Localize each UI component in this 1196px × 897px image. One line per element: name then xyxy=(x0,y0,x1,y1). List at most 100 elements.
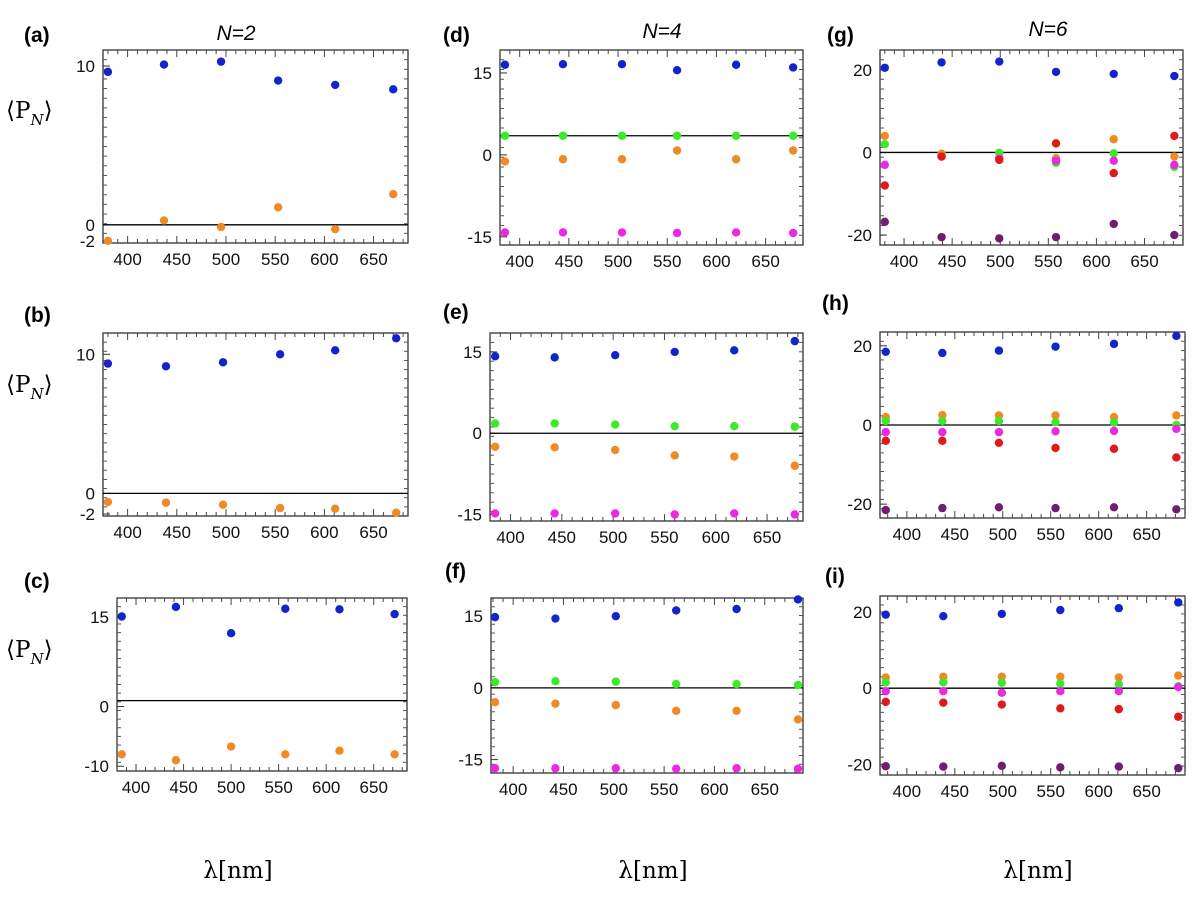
data-point-blue xyxy=(159,60,169,69)
x-tick-label: 500 xyxy=(212,523,240,542)
data-point-orange xyxy=(330,504,340,513)
data-point-orange xyxy=(216,222,226,232)
data-point-magenta xyxy=(551,764,560,773)
data-point-red xyxy=(1051,443,1060,453)
y-tick-label: 20 xyxy=(853,61,872,80)
data-point-red xyxy=(938,436,947,446)
y-tick-label: 0 xyxy=(863,143,872,162)
series-blue xyxy=(881,331,1181,358)
data-point-magenta xyxy=(611,509,620,518)
data-point-blue xyxy=(731,60,741,69)
data-point-purple xyxy=(1109,503,1119,512)
data-point-blue xyxy=(103,67,113,77)
data-point-green xyxy=(793,680,803,690)
x-tick-label: 600 xyxy=(702,252,730,271)
data-point-blue xyxy=(730,346,739,355)
x-tick-label: 400 xyxy=(890,252,918,271)
data-point-purple xyxy=(994,503,1004,512)
data-point-orange xyxy=(161,498,171,507)
data-point-magenta xyxy=(1109,426,1119,436)
y-tick-label: -2 xyxy=(80,232,95,251)
data-point-blue xyxy=(995,57,1004,66)
y-tick-label: 15 xyxy=(464,607,483,626)
x-tick-label: 400 xyxy=(893,525,921,544)
y-tick-label: 15 xyxy=(463,343,482,362)
data-point-red xyxy=(881,697,890,707)
plot-frame xyxy=(116,597,408,772)
x-tick-label: 400 xyxy=(893,782,921,801)
data-point-orange xyxy=(389,190,398,199)
data-point-orange xyxy=(880,131,890,141)
data-point-magenta xyxy=(997,688,1007,697)
x-tick-label: 600 xyxy=(700,780,728,799)
data-point-blue xyxy=(732,604,741,614)
data-point-blue xyxy=(390,609,399,619)
data-point-blue xyxy=(1172,331,1181,341)
series-blue xyxy=(881,598,1183,621)
data-point-blue xyxy=(1114,603,1124,613)
panel-c: (c) 400 450 500 550 600 650 15 0 -10 xyxy=(24,570,408,797)
x-tick-label: 500 xyxy=(989,525,1017,544)
data-point-magenta xyxy=(500,228,510,237)
data-point-blue xyxy=(103,359,113,368)
plot-frame xyxy=(102,332,409,517)
y-axis-title-row3: ⟨PN⟩ xyxy=(6,637,53,668)
x-tick-label: 650 xyxy=(751,252,779,271)
data-point-blue xyxy=(171,602,181,612)
svg-text:⟨PN⟩: ⟨PN⟩ xyxy=(6,372,53,403)
data-point-purple xyxy=(1172,505,1181,514)
data-point-magenta xyxy=(490,764,500,773)
data-point-blue xyxy=(500,60,510,69)
data-point-orange xyxy=(732,706,741,716)
series-orange xyxy=(103,497,401,517)
data-point-magenta xyxy=(1056,687,1065,696)
data-point-magenta xyxy=(1174,682,1183,692)
data-point-magenta xyxy=(490,509,500,518)
x-tick-label: 500 xyxy=(600,780,628,799)
panel-label-d: (d) xyxy=(443,24,470,47)
data-point-blue xyxy=(558,60,568,69)
data-point-red xyxy=(881,436,890,446)
y-axis-title-sub: N xyxy=(29,385,44,403)
data-point-blue xyxy=(490,352,500,361)
data-point-green xyxy=(670,421,679,431)
data-point-green xyxy=(995,148,1004,158)
y-tick-label: 0 xyxy=(86,484,95,503)
series-green xyxy=(500,131,798,140)
series-orange xyxy=(103,190,398,246)
svg-text:⟨PN⟩: ⟨PN⟩ xyxy=(6,98,53,129)
x-tick-label: 400 xyxy=(499,780,527,799)
x-tick-label: 650 xyxy=(1132,525,1160,544)
data-point-orange xyxy=(1051,411,1060,420)
column-title-n2: N=2 xyxy=(216,22,255,45)
data-point-green xyxy=(551,676,560,686)
data-point-orange xyxy=(273,203,283,212)
panel-label-e: (e) xyxy=(443,301,469,324)
data-point-orange xyxy=(731,155,741,164)
series-purple xyxy=(881,761,1183,773)
data-point-blue xyxy=(939,611,948,621)
x-tick-label: 550 xyxy=(1037,782,1065,801)
y-axis-title-close: ⟩ xyxy=(44,637,53,663)
data-point-blue xyxy=(790,336,799,346)
data-point-green xyxy=(558,131,568,140)
data-point-orange xyxy=(611,700,620,710)
data-point-magenta xyxy=(1051,156,1061,165)
data-point-green xyxy=(938,416,947,426)
plot-frame xyxy=(490,597,804,774)
data-point-orange xyxy=(391,508,401,517)
plot-frame xyxy=(879,595,1186,776)
data-point-green xyxy=(732,679,741,689)
x-tick-label: 550 xyxy=(653,252,681,271)
x-tick-label: 400 xyxy=(113,523,141,542)
data-point-orange xyxy=(1114,673,1124,682)
y-tick-label: 10 xyxy=(76,57,95,76)
plot-frame xyxy=(499,49,804,246)
data-point-blue xyxy=(551,614,560,623)
data-point-orange xyxy=(617,155,627,164)
data-point-blue xyxy=(881,610,890,619)
data-point-red xyxy=(1109,168,1118,178)
data-point-orange xyxy=(611,445,620,455)
y-tick-label: 0 xyxy=(863,679,872,698)
